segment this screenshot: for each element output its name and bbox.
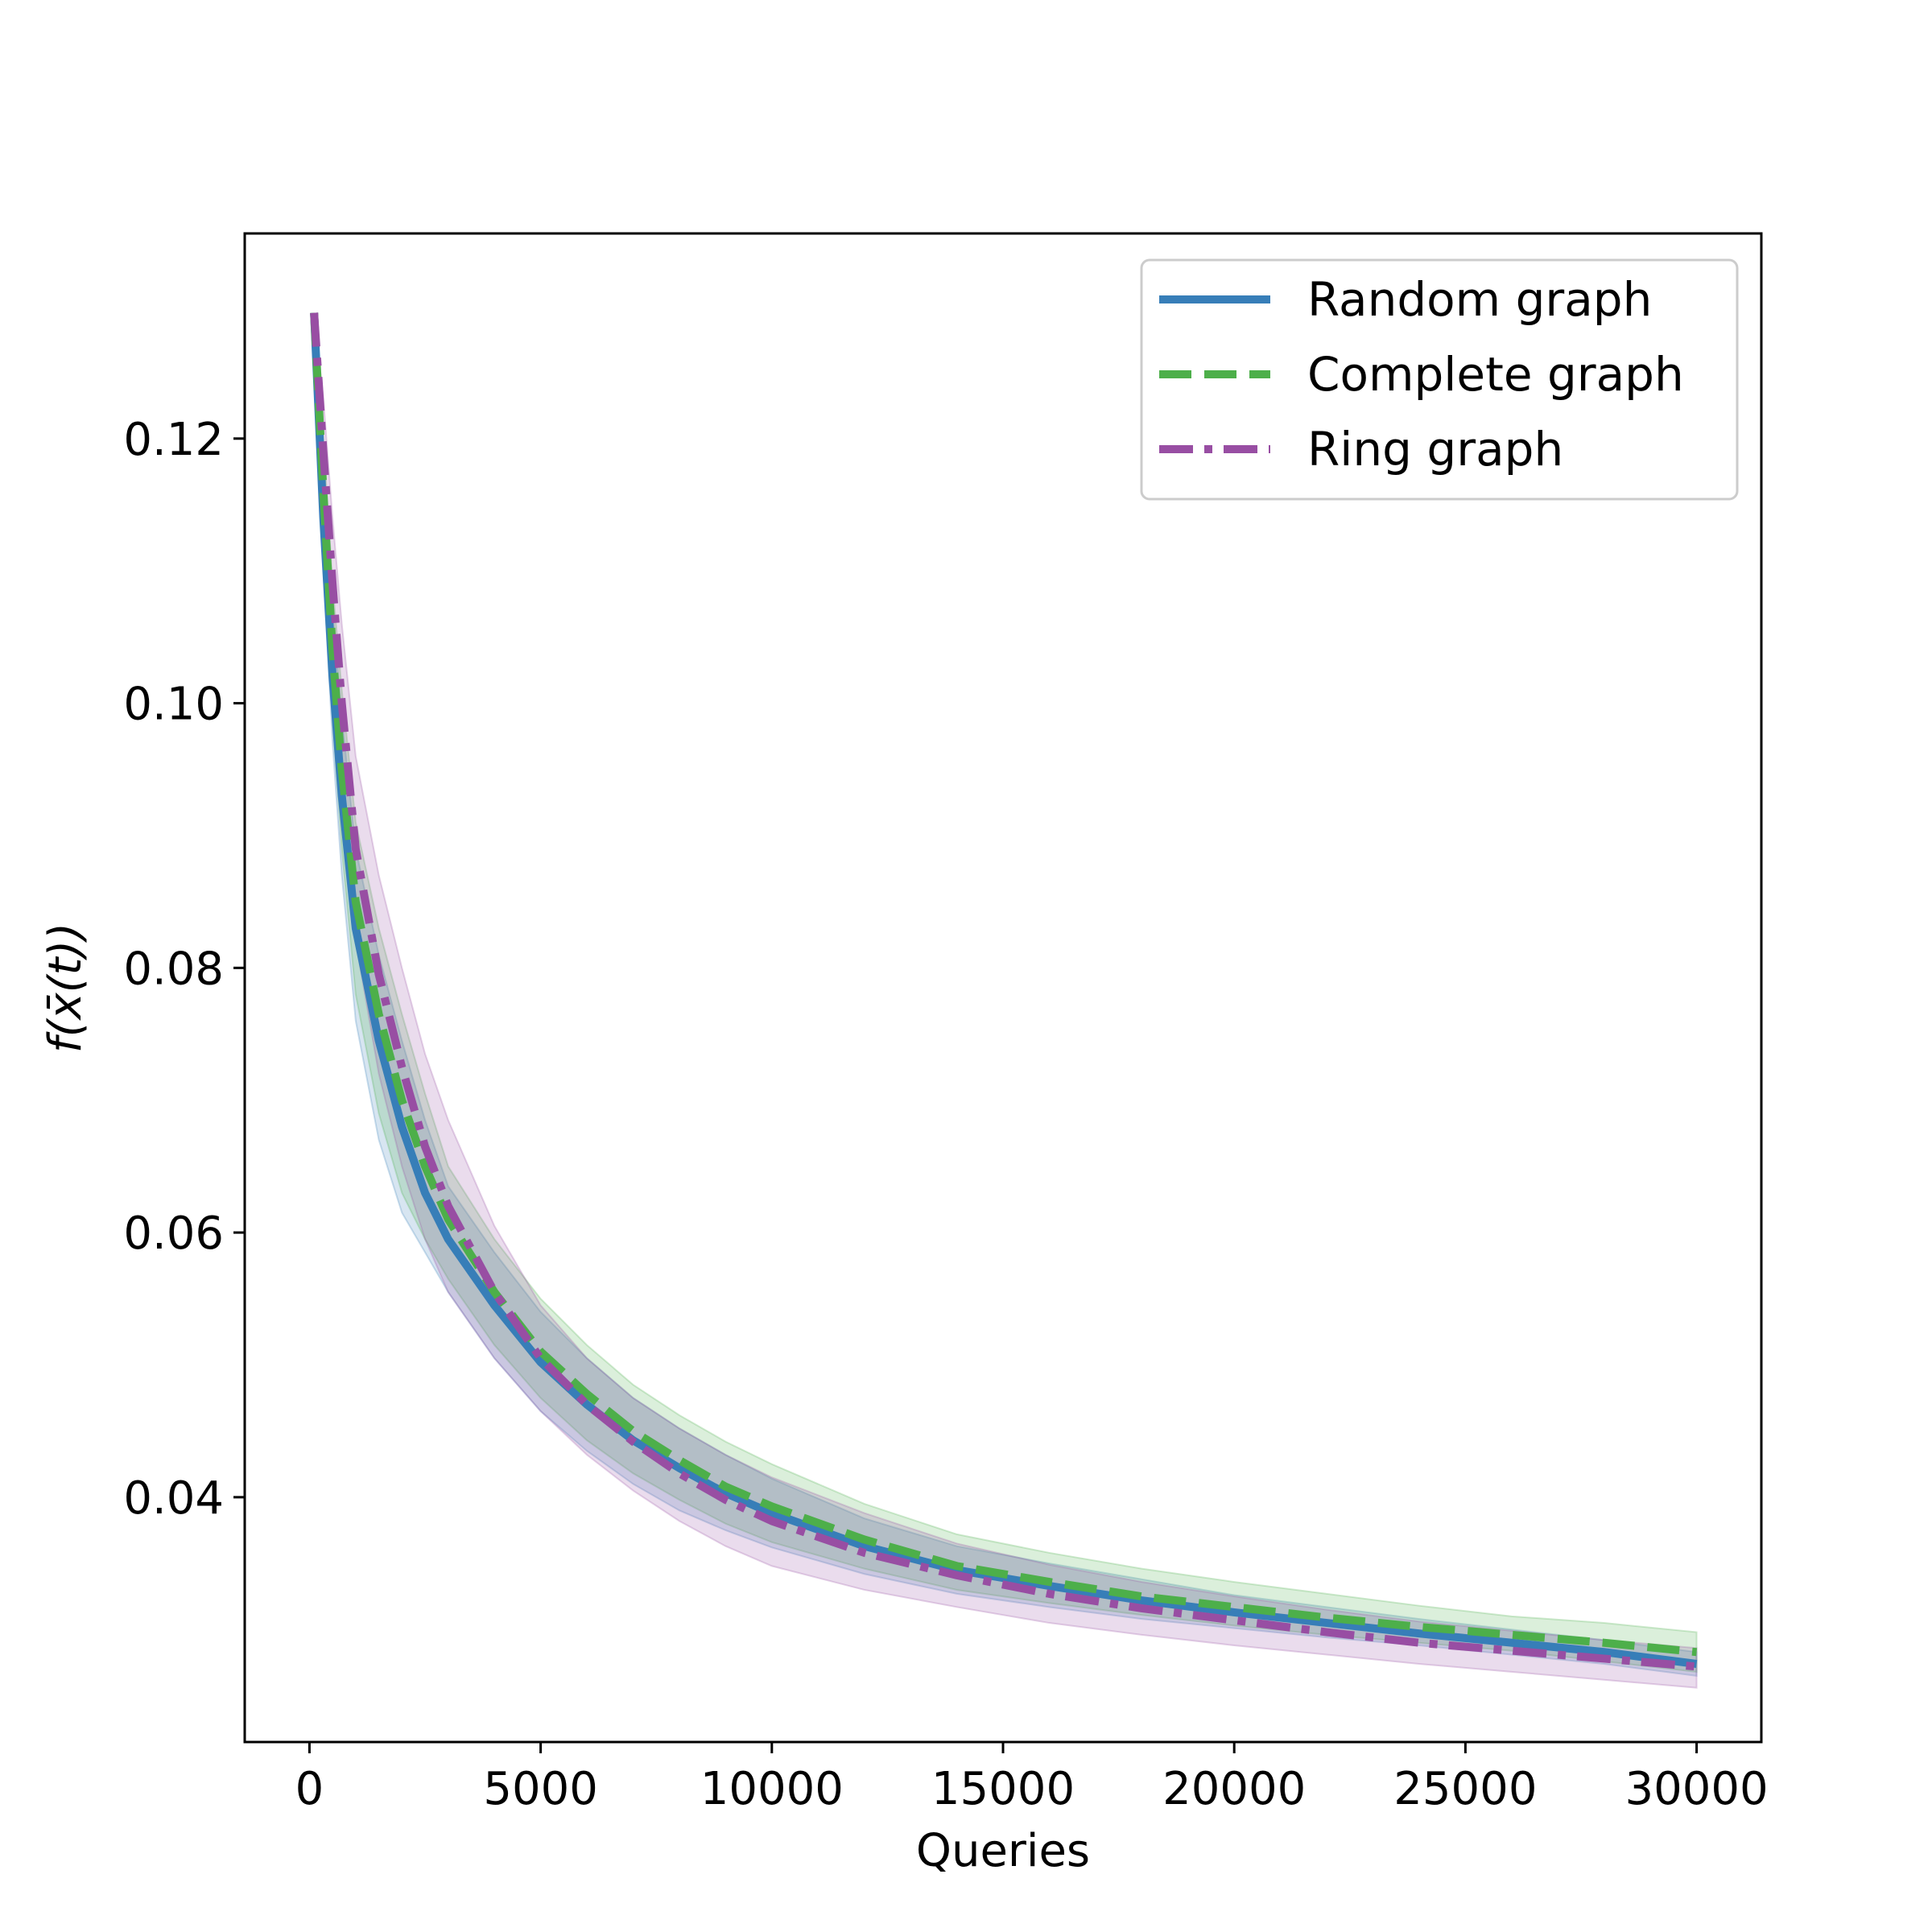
series-lines — [310, 312, 1698, 1671]
y-axis-ticks: 0.04 0.06 0.08 0.10 0.12 — [123, 414, 245, 1525]
x-tick-label: 5000 — [483, 1763, 598, 1815]
x-tick-label: 0 — [295, 1763, 324, 1815]
legend-label-1: Complete graph — [1307, 347, 1684, 402]
y-tick-label: 0.06 — [123, 1208, 224, 1260]
band-2 — [313, 312, 1698, 1689]
y-axis-label: f(x̄(t)) — [39, 923, 92, 1053]
y-tick-label: 0.10 — [123, 679, 224, 731]
x-tick-label: 10000 — [700, 1763, 844, 1815]
x-tick-label: 15000 — [931, 1763, 1075, 1815]
legend-label-0: Random graph — [1307, 272, 1652, 327]
x-tick-label: 30000 — [1625, 1763, 1769, 1815]
legend-box — [1140, 258, 1739, 501]
series-line-2 — [310, 312, 1698, 1671]
band-0 — [313, 312, 1698, 1677]
y-tick-label: 0.08 — [123, 943, 224, 995]
confidence-bands — [313, 312, 1698, 1689]
x-tick-label: 20000 — [1162, 1763, 1306, 1815]
legend-label-2: Ring graph — [1307, 422, 1563, 477]
band-1 — [313, 312, 1698, 1673]
y-tick-label: 0.04 — [123, 1472, 224, 1525]
x-tick-label: 25000 — [1393, 1763, 1537, 1815]
series-line-1 — [310, 312, 1698, 1657]
x-axis-ticks: 0 5000 10000 15000 20000 25000 30000 — [295, 1742, 1769, 1815]
x-axis-label: Queries — [916, 1825, 1090, 1877]
y-tick-label: 0.12 — [123, 414, 224, 466]
legend: Random graph Complete graph Ring graph — [1140, 258, 1739, 501]
series-line-0 — [310, 312, 1698, 1668]
